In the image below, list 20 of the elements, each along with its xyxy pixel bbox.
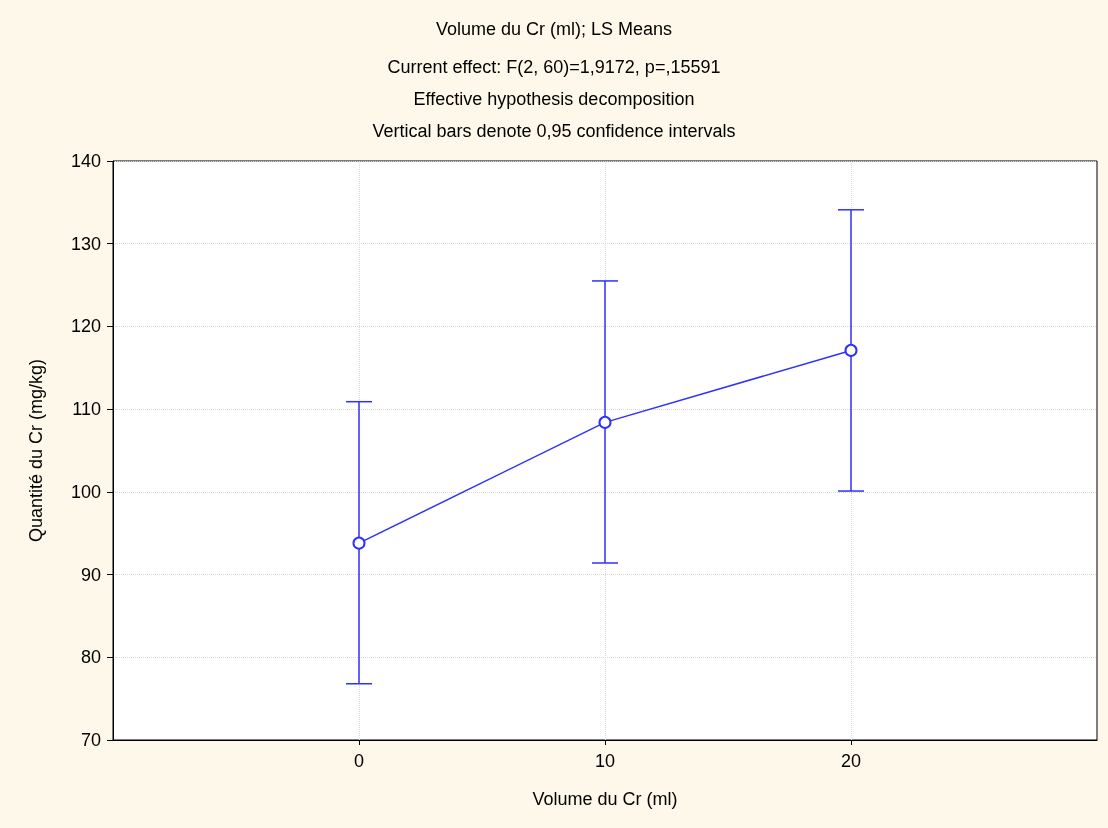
y-tick-label: 140	[70, 151, 101, 171]
y-tick-label: 80	[80, 647, 101, 668]
chart-subtitle: Current effect: F(2, 60)=1,9172, p=,15591	[387, 57, 721, 77]
x-tick-label: 20	[840, 751, 862, 771]
y-tick-label: 100	[70, 481, 101, 502]
chart-title: Volume du Cr (ml); LS Means	[435, 19, 673, 39]
text: Effective hypothesis decomposition	[413, 89, 695, 109]
text: Vertical bars denote 0,95 confidence intervals	[372, 121, 736, 141]
y-tick-label: 130	[70, 233, 101, 254]
x-axis-title: Volume du Cr (ml)	[532, 789, 678, 809]
point	[352, 536, 366, 550]
y-tick-label: 70	[80, 730, 101, 750]
y-tick-label: 120	[70, 316, 101, 337]
point	[598, 415, 612, 429]
y-tick-label: 110	[72, 399, 101, 420]
x-tick-label: 0	[353, 751, 365, 771]
x-tick-label: 10	[594, 751, 616, 771]
y-tick-label: 90	[80, 564, 101, 585]
point	[844, 343, 858, 357]
y-axis-title: Quantité du Cr (mg/kg)	[26, 358, 46, 543]
